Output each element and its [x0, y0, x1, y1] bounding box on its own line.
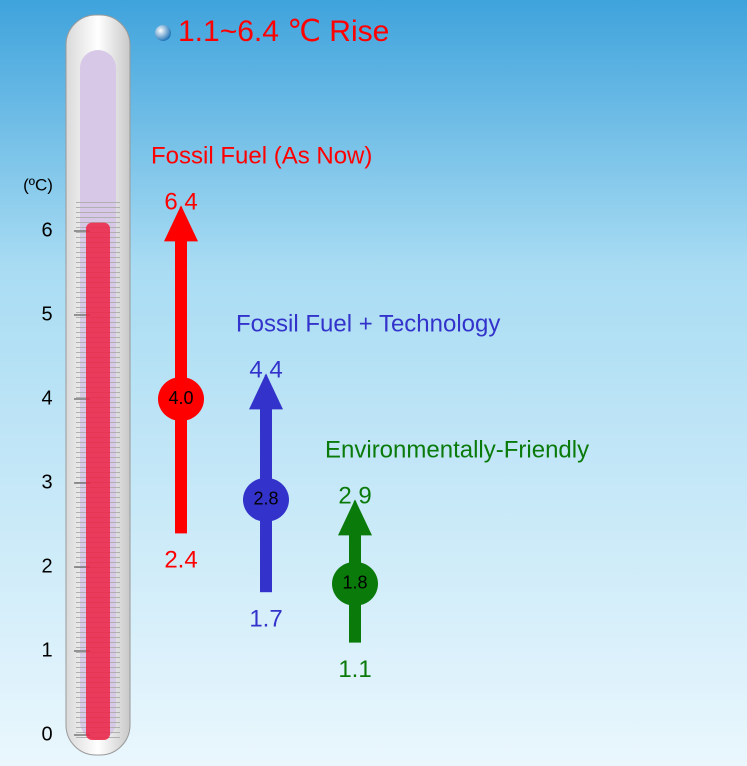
low-label: 2.4 [164, 547, 197, 574]
series-name: Environmentally-Friendly [325, 437, 589, 464]
mid-marker [158, 377, 204, 421]
high-label: 2.9 [338, 483, 371, 510]
mid-marker [243, 477, 289, 522]
y-tick-label: 6 [41, 219, 52, 241]
y-tick-label: 2 [41, 555, 52, 577]
mid-label: 4.0 [168, 388, 193, 408]
thermometer-fill [86, 222, 110, 741]
high-label: 4.4 [249, 357, 282, 384]
y-tick-label: 5 [41, 303, 52, 325]
low-label: 1.1 [338, 656, 371, 683]
mid-marker [332, 561, 378, 606]
bullet [155, 25, 171, 41]
mid-label: 1.8 [342, 573, 367, 593]
mid-label: 2.8 [253, 489, 278, 509]
title: 1.1~6.4 ℃ Rise [178, 15, 389, 48]
high-label: 6.4 [164, 189, 197, 216]
arrow-head [338, 499, 372, 536]
arrow-head [249, 373, 283, 410]
y-tick-label: 4 [41, 387, 52, 409]
y-tick-label: 0 [41, 723, 52, 745]
series-name: Fossil Fuel + Technology [236, 311, 500, 338]
low-label: 1.7 [249, 606, 282, 633]
series-name: Fossil Fuel (As Now) [151, 143, 372, 170]
arrow-head [164, 205, 198, 242]
y-tick-label: 1 [41, 639, 52, 661]
y-axis-label: (ºC) [23, 175, 53, 194]
y-tick-label: 3 [41, 471, 52, 493]
